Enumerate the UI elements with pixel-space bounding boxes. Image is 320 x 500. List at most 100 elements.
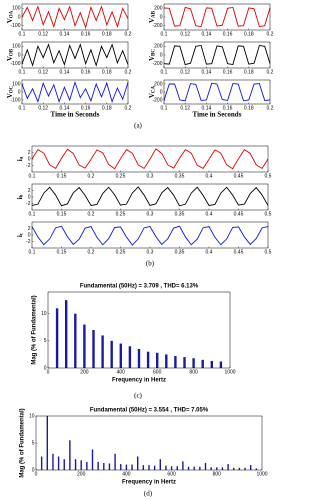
x-tick-label: 0.12: [38, 31, 48, 37]
x-tick-label: 0.18: [244, 31, 254, 37]
x-tick-label: 200: [80, 369, 89, 375]
plot-area: [22, 80, 128, 104]
y-tick-label: 0: [28, 194, 31, 200]
y-axis-label: VBC: [148, 49, 157, 61]
figure: (a)(b)(c)(d)0.1 0.12 0.14 0.16 0.18 0.2-10001…: [6, 3, 274, 498]
y-axis-label-sub: BC: [152, 49, 157, 56]
x-tick-label: 0.2: [125, 69, 132, 75]
plot-area: [22, 42, 128, 68]
y-axis-label-sub: OB: [10, 48, 15, 56]
waveform: [163, 6, 271, 28]
y-axis-label-main: V: [148, 18, 156, 23]
bar: [146, 351, 150, 368]
x-tick-label: 0.3: [147, 211, 154, 217]
bar: [83, 324, 86, 368]
plot-frame: [163, 3, 271, 31]
y-tick-label: -100: [10, 97, 20, 103]
bar: [199, 466, 201, 470]
bar: [165, 465, 167, 470]
plot-frame: [35, 415, 263, 471]
y-axis-label: VCA: [148, 85, 157, 98]
caption: (a): [134, 122, 142, 130]
bar: [69, 440, 71, 470]
y-tick-label: 10: [41, 311, 47, 317]
plot-frame: [31, 221, 269, 249]
x-tick-label: 0.2: [88, 211, 95, 217]
y-axis-label-main: i: [16, 159, 24, 161]
y-axis-label-main: V: [148, 93, 156, 98]
y-tick-label: 200: [154, 81, 163, 87]
bar: [182, 461, 184, 470]
bar: [120, 464, 122, 470]
waveform: [21, 80, 129, 104]
x-tick-label: 0.16: [81, 105, 91, 111]
y-tick-label: 0: [18, 89, 21, 95]
x-axis-label: Time in Seconds: [193, 111, 242, 119]
y-tick-label: -200: [152, 23, 162, 29]
x-tick-label: 0.1: [161, 31, 168, 37]
plot-frame: [21, 3, 129, 31]
bar: [142, 465, 145, 470]
y-axis-label: VAB: [148, 10, 157, 23]
x-tick-label: 0.14: [202, 69, 212, 75]
x-tick-label: 0: [35, 471, 38, 477]
y-tick-label: 10: [29, 413, 35, 419]
x-tick-label: 0.3: [147, 173, 154, 179]
y-tick-label: 0: [44, 365, 47, 371]
bar: [204, 462, 207, 470]
bar: [238, 467, 241, 470]
bar: [86, 461, 88, 470]
x-tick-label: 0.18: [102, 105, 112, 111]
y-axis-label: VOA: [6, 10, 15, 23]
y-axis-label-sub: a: [20, 156, 25, 159]
bar: [40, 456, 43, 470]
x-tick-label: 0.4: [206, 249, 213, 255]
bar: [97, 461, 99, 470]
waveform: [163, 82, 271, 102]
x-tick-label: 0.18: [102, 31, 112, 37]
x-tick-label: 0.1: [19, 31, 26, 37]
y-axis-label-main: i: [16, 235, 24, 237]
bar: [176, 466, 178, 470]
y-axis-label: ia: [16, 156, 25, 161]
x-tick-label: 0.5: [265, 173, 272, 179]
y-tick-label: -2: [26, 239, 31, 245]
y-tick-label: 0: [28, 232, 31, 238]
plot-frame: [21, 79, 129, 105]
bar: [174, 356, 177, 368]
x-tick-label: 0.14: [60, 31, 70, 37]
plot-frame: [163, 41, 271, 69]
bar: [201, 359, 204, 368]
x-tick-label: 1000: [256, 471, 267, 477]
bar: [187, 466, 190, 470]
x-tick-label: 0.12: [38, 69, 48, 75]
bar: [55, 308, 59, 368]
x-tick-label: 0.16: [223, 69, 233, 75]
x-tick-label: 0.25: [116, 249, 126, 255]
y-axis-label: Mag (% of Fundamental): [32, 295, 38, 364]
plot-area: [32, 184, 268, 210]
y-tick-label: 5: [44, 338, 47, 344]
bar: [114, 453, 116, 470]
bar: [210, 467, 212, 470]
x-tick-label: 0.15: [57, 249, 67, 255]
x-tick-label: 0.2: [88, 249, 95, 255]
x-tick-label: 0.1: [29, 249, 36, 255]
waveform: [21, 5, 129, 29]
bar: [128, 346, 132, 368]
plot-frame: [47, 291, 231, 369]
bar: [137, 456, 139, 470]
x-tick-label: 0.4: [206, 211, 213, 217]
plot-area: [32, 222, 268, 248]
bar: [255, 468, 258, 470]
bar: [165, 354, 168, 368]
y-tick-label: 200: [154, 44, 163, 50]
x-tick-label: 0.2: [125, 105, 132, 111]
x-tick-label: 0.45: [234, 173, 244, 179]
y-tick-label: 0: [160, 89, 163, 95]
x-tick-label: 0.1: [29, 211, 36, 217]
bar: [219, 361, 223, 368]
x-tick-label: 800: [213, 471, 222, 477]
y-tick-label: 100: [12, 6, 21, 12]
y-axis-label-sub: b: [20, 194, 25, 197]
